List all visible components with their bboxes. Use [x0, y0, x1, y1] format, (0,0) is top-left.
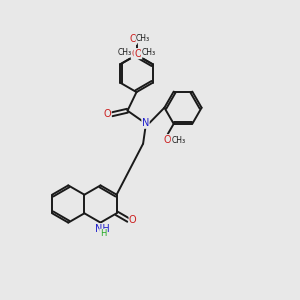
- Text: H: H: [100, 229, 106, 238]
- Text: O: O: [129, 215, 136, 225]
- Text: O: O: [103, 109, 111, 119]
- Text: NH: NH: [94, 224, 110, 234]
- Text: O: O: [164, 135, 172, 145]
- Text: N: N: [142, 118, 149, 128]
- Text: CH₃: CH₃: [136, 34, 150, 43]
- Text: O: O: [131, 49, 139, 59]
- Text: O: O: [129, 34, 137, 44]
- Text: O: O: [134, 49, 142, 59]
- Text: CH₃: CH₃: [171, 136, 185, 145]
- Text: CH₃: CH₃: [141, 48, 155, 57]
- Text: CH₃: CH₃: [118, 48, 132, 57]
